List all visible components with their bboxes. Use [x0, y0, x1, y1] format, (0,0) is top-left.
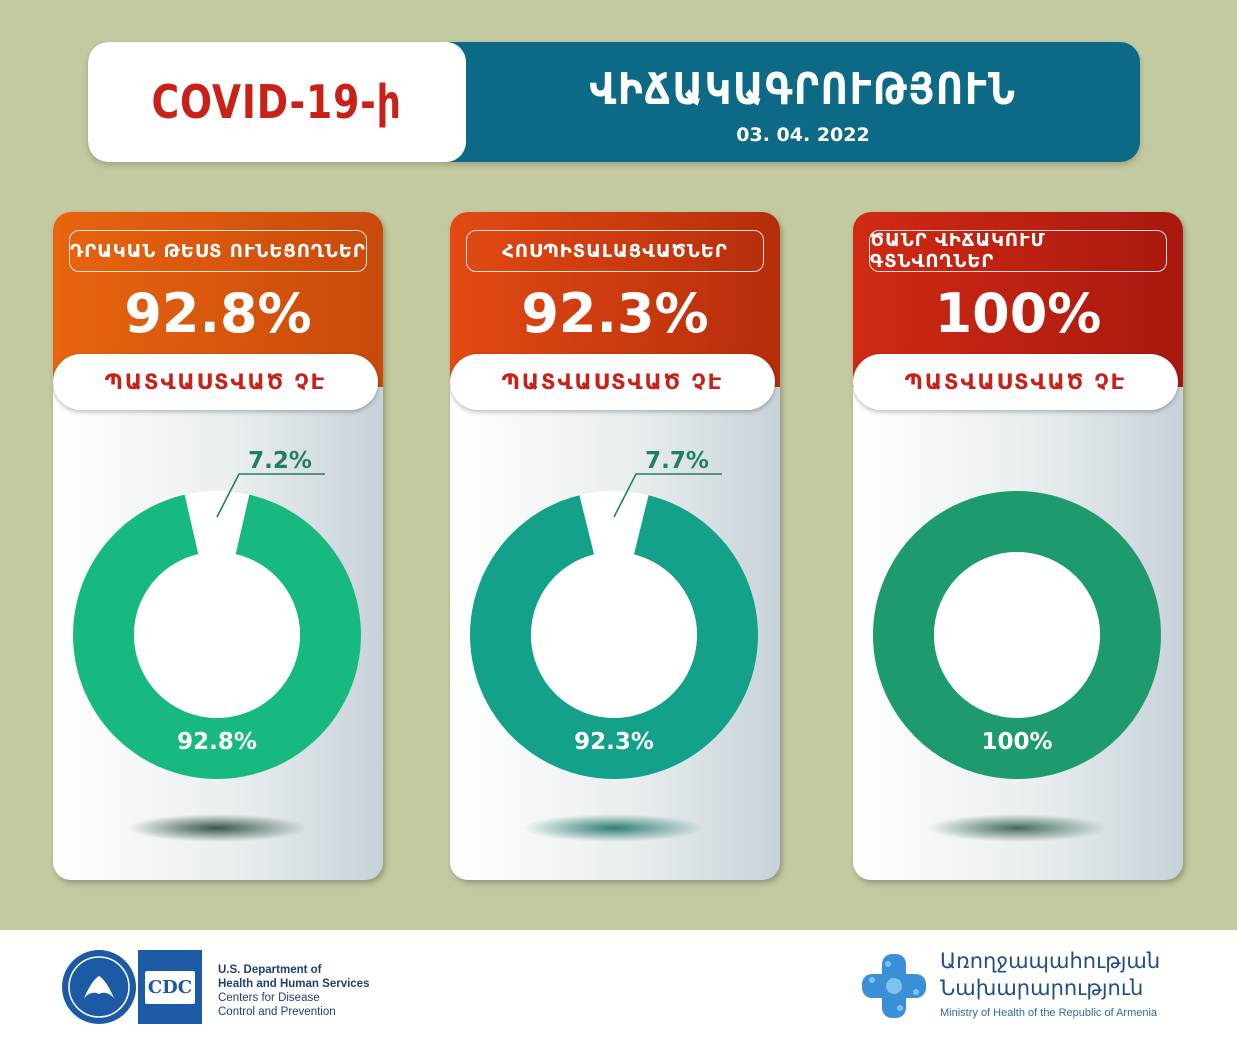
- donut-slice-main: [73, 494, 362, 779]
- card-hospitalized: ՀՈՍՊԻՏԱԼԱՑՎԱԾՆԵՐ 92.3% ՊԱՏՎԱՍՏՎԱԾ ՉԷ 7.7…: [450, 212, 780, 880]
- donut-shadow: [927, 814, 1107, 842]
- covid-title: COVID-19-ի: [151, 75, 403, 129]
- hhs-line2: Health and Human Services: [218, 978, 370, 990]
- leader-line: [613, 473, 722, 518]
- donut-shadow: [524, 814, 704, 842]
- banner-right-panel: ՎԻՃԱԿԱԳՐՈՒԹՅՈՒՆ 03. 04. 2022: [466, 42, 1140, 162]
- donut-slice-main: [469, 495, 758, 779]
- card-label: ԾԱՆՐ ՎԻՃԱԿՈՒՄ ԳՏՆՎՈՂՆԵՐ: [869, 230, 1167, 272]
- ministry-cross-icon: [862, 954, 926, 1018]
- footer: CDC U.S. Department of Health and Human …: [0, 930, 1237, 1046]
- card-big-value: 100%: [934, 282, 1102, 345]
- main-slice-label: 92.3%: [574, 729, 654, 755]
- not-vaccinated-pill: ՊԱՏՎԱՍՏՎԱԾ ՉԷ: [450, 354, 775, 410]
- statistics-title: ՎԻՃԱԿԱԳՐՈՒԹՅՈՒՆ: [589, 64, 1017, 115]
- donut-chart: 100%: [873, 491, 1161, 842]
- hhs-line3: Centers for Disease: [218, 992, 320, 1004]
- card-label: ՀՈՍՊԻՏԱԼԱՑՎԱԾՆԵՐ: [466, 230, 764, 272]
- card-label: ԴՐԱԿԱՆ ԹԵՍՏ ՈՒՆԵՑՈՂՆԵՐ: [69, 230, 367, 272]
- cdc-logo-text: CDC: [144, 970, 196, 1004]
- small-slice-label: 7.7%: [645, 448, 709, 474]
- card-positive-tests: ԴՐԱԿԱՆ ԹԵՍՏ ՈՒՆԵՑՈՂՆԵՐ 92.8% ՊԱՏՎԱՍՏՎԱԾ …: [53, 212, 383, 880]
- ministry-text: Առողջապահության Նախարարություն Ministry …: [940, 948, 1160, 1019]
- hhs-line4: Control and Prevention: [218, 1006, 336, 1018]
- cdc-logo: CDC: [138, 950, 202, 1024]
- hhs-line1: U.S. Department of: [218, 964, 322, 976]
- ministry-line2: Նախարարություն: [940, 976, 1144, 1000]
- donut-slice-main: [873, 491, 1161, 779]
- donut-shadow: [127, 814, 307, 842]
- hhs-seal-icon: [62, 950, 136, 1024]
- small-slice-label: 7.2%: [248, 448, 312, 474]
- card-big-value: 92.3%: [521, 282, 709, 345]
- donut-chart: 7.7% 92.3%: [469, 448, 758, 842]
- donut-hole: [134, 552, 300, 718]
- not-vaccinated-pill: ՊԱՏՎԱՍՏՎԱԾ ՉԷ: [53, 354, 378, 410]
- hhs-text: U.S. Department of Health and Human Serv…: [218, 963, 369, 1019]
- donut-slice-small: [184, 491, 250, 555]
- report-date: 03. 04. 2022: [736, 124, 870, 146]
- eagle-icon: [68, 956, 130, 1018]
- banner-left-panel: COVID-19-ի: [88, 42, 466, 162]
- leader-line: [216, 473, 325, 518]
- ministry-line3: Ministry of Health of the Republic of Ar…: [940, 1007, 1158, 1019]
- donut-slice-small: [579, 490, 649, 555]
- donut-chart: 7.2% 92.8%: [73, 448, 362, 842]
- donut-hole: [934, 552, 1100, 718]
- main-slice-label: 92.8%: [177, 729, 257, 755]
- main-slice-label: 100%: [981, 729, 1052, 755]
- not-vaccinated-pill: ՊԱՏՎԱՍՏՎԱԾ ՉԷ: [853, 354, 1178, 410]
- ministry-line1: Առողջապահության: [940, 949, 1161, 973]
- header-banner: COVID-19-ի ՎԻՃԱԿԱԳՐՈՒԹՅՈՒՆ 03. 04. 2022: [88, 42, 1140, 162]
- card-severe-condition: ԾԱՆՐ ՎԻՃԱԿՈՒՄ ԳՏՆՎՈՂՆԵՐ 100% ՊԱՏՎԱՍՏՎԱԾ …: [853, 212, 1183, 880]
- card-big-value: 92.8%: [124, 282, 312, 345]
- donut-hole: [531, 552, 697, 718]
